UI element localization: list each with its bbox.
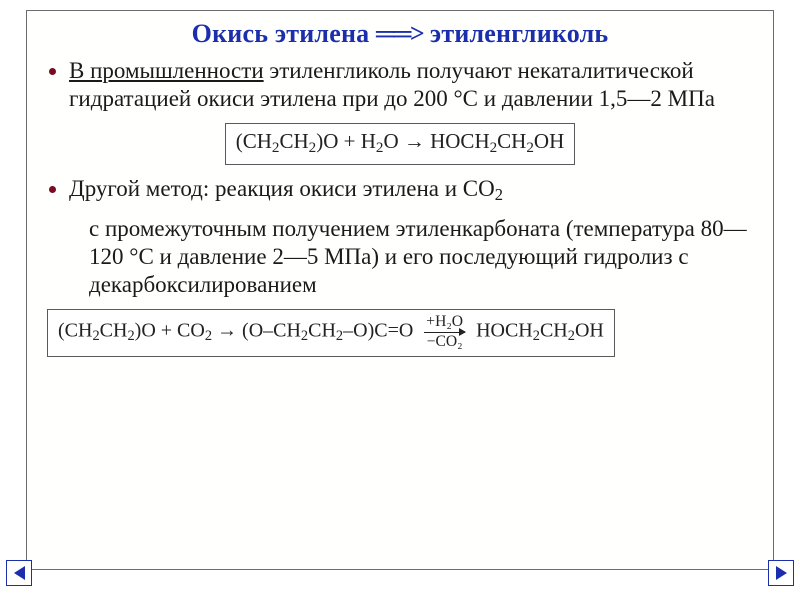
eq1-t3: )O + H bbox=[316, 129, 376, 153]
eq2-t9: OH bbox=[575, 320, 604, 342]
eq2-t8: CH bbox=[540, 320, 568, 342]
equation-2: (CH2CH2)O + CO2 → (O–CH2CH2–O)C=O +H₂O −… bbox=[47, 309, 615, 357]
prev-slide-button[interactable] bbox=[6, 560, 32, 586]
eq2-t2: CH bbox=[100, 320, 128, 342]
eq2-s1: 2 bbox=[92, 328, 99, 344]
chevron-right-icon bbox=[776, 566, 787, 580]
eq2-t4: → (O–CH bbox=[212, 320, 301, 342]
eq2-s8: 2 bbox=[568, 328, 575, 344]
equation-1: (CH2CH2)O + H2O → HOCH2CH2OH bbox=[225, 123, 576, 165]
title-arrow: ══> bbox=[376, 19, 423, 48]
bullet-list: В промышленности этиленгликоль получают … bbox=[45, 57, 757, 113]
eq2-t6: –O)C=O bbox=[343, 320, 413, 342]
eq1-s5: 2 bbox=[526, 140, 534, 156]
equation-1-row: (CH2CH2)O + H2O → HOCH2CH2OH bbox=[43, 123, 757, 165]
slide: Окись этилена ══> этиленгликоль В промыш… bbox=[0, 0, 800, 600]
eq1-t2: CH bbox=[279, 129, 308, 153]
eq1-t4: O → HOCH bbox=[383, 129, 489, 153]
slide-title: Окись этилена ══> этиленгликоль bbox=[43, 19, 757, 49]
bullet-1-underline: В промышленности bbox=[69, 58, 264, 83]
eq2-t3: )O + CO bbox=[135, 320, 205, 342]
eq2-s7: 2 bbox=[533, 328, 540, 344]
title-right: этиленгликоль bbox=[430, 19, 608, 48]
reaction-arrow: +H₂O −CO₂ bbox=[424, 314, 465, 350]
eq2-t7: HOCH bbox=[476, 320, 533, 342]
bullet-2-sub: 2 bbox=[495, 185, 503, 204]
bullet-list-2: Другой метод: реакция окиси этилена и СО… bbox=[45, 175, 757, 205]
eq2-s2: 2 bbox=[127, 328, 134, 344]
chevron-left-icon bbox=[14, 566, 25, 580]
arrow-line-icon bbox=[424, 332, 465, 333]
eq1-t6: OH bbox=[534, 129, 564, 153]
title-left: Окись этилена bbox=[192, 19, 370, 48]
bullet-1: В промышленности этиленгликоль получают … bbox=[69, 57, 757, 113]
equation-2-row: (CH2CH2)O + CO2 → (O–CH2CH2–O)C=O +H₂O −… bbox=[47, 309, 757, 357]
next-slide-button[interactable] bbox=[768, 560, 794, 586]
eq2-t5: CH bbox=[308, 320, 336, 342]
eq2-t1: (CH bbox=[58, 320, 92, 342]
eq1-t1: (CH bbox=[236, 129, 272, 153]
bullet-2-text: Другой метод: реакция окиси этилена и СО bbox=[69, 176, 495, 201]
continuation-text: с промежуточным получением этиленкарбона… bbox=[89, 215, 757, 299]
bullet-2: Другой метод: реакция окиси этилена и СО… bbox=[69, 175, 757, 205]
content-box: Окись этилена ══> этиленгликоль В промыш… bbox=[26, 10, 774, 570]
eq2-s3: 2 bbox=[205, 328, 212, 344]
eq1-t5: CH bbox=[497, 129, 526, 153]
